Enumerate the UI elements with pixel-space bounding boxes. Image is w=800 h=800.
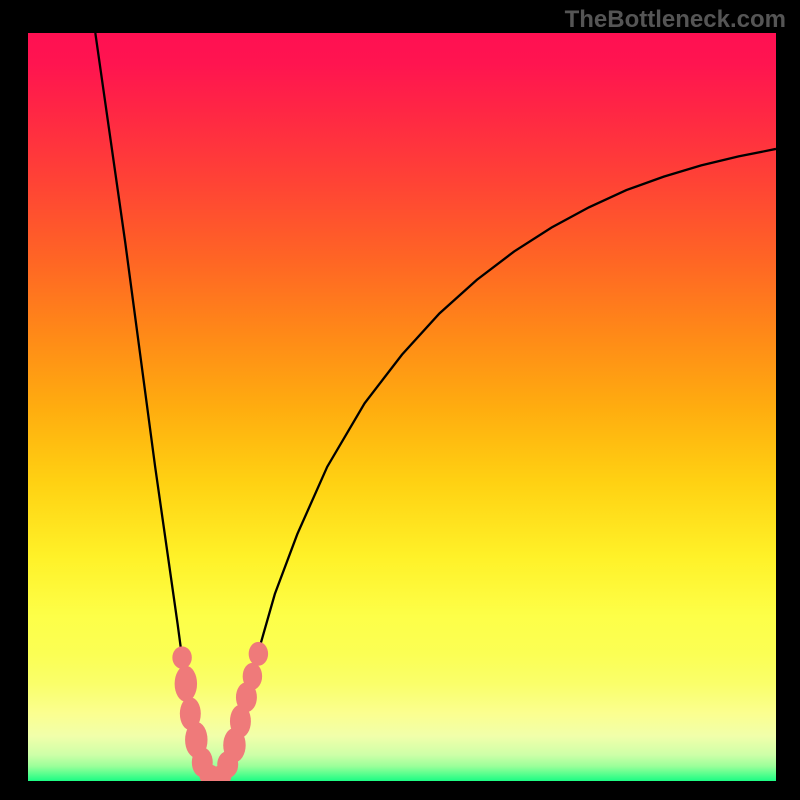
watermark-label: TheBottleneck.com — [565, 6, 786, 34]
plot-area — [28, 33, 776, 781]
chart-container: TheBottleneck.com — [0, 0, 800, 800]
data-marker — [172, 646, 191, 668]
gradient-background — [28, 33, 776, 781]
plot-svg — [28, 33, 776, 781]
data-marker — [175, 666, 197, 702]
data-marker — [243, 663, 262, 690]
data-marker — [249, 642, 268, 666]
